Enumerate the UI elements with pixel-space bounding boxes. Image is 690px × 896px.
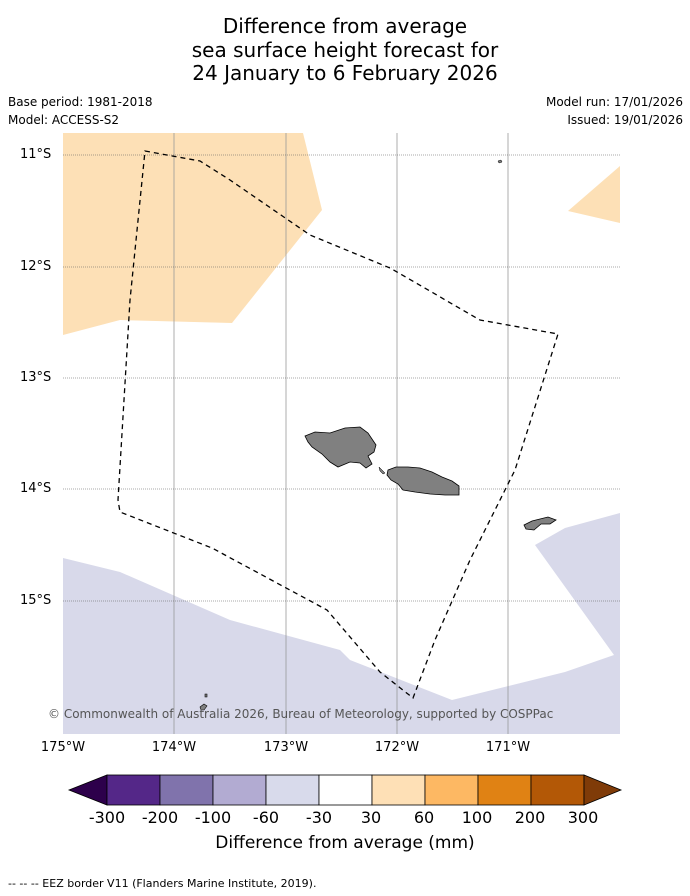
lat-label-13s: 13°S — [20, 370, 52, 385]
lon-label-172w: 172°W — [374, 740, 420, 755]
lat-label-11s: 11°S — [20, 147, 52, 162]
map-area — [63, 133, 620, 734]
latitude-gridlines — [63, 154, 620, 602]
colorbar-tick-label: -100 — [194, 808, 232, 827]
upolu-island — [386, 466, 460, 496]
lon-label-175w: 175°W — [40, 740, 86, 755]
lon-label-173w: 173°W — [263, 740, 309, 755]
south-islet — [199, 693, 208, 711]
eez-border — [117, 150, 559, 700]
colorbar-tick-label: 30 — [360, 808, 382, 827]
tutuila-island — [523, 516, 557, 531]
colorbar-tick-label: -200 — [141, 808, 179, 827]
positive-anomaly-region-northwest — [63, 133, 322, 335]
lat-label-15s: 15°S — [20, 593, 52, 608]
colorbar-title: Difference from average (mm) — [215, 833, 475, 853]
colorbar-tick-label: 300 — [567, 808, 599, 827]
title-line-1: Difference from average — [222, 14, 468, 38]
positive-anomaly-region-northeast — [568, 166, 620, 223]
title-line-2: sea surface height forecast for — [191, 38, 499, 62]
model-run-text: Model run: 17/01/2026 — [545, 95, 683, 109]
manono-islet — [378, 466, 386, 475]
lon-label-171w: 171°W — [485, 740, 531, 755]
base-period-text: Base period: 1981-2018 — [8, 95, 153, 109]
lon-label-174w: 174°W — [151, 740, 197, 755]
colorbar-tick-label: -300 — [88, 808, 126, 827]
title-line-3: 24 January to 6 February 2026 — [192, 61, 498, 85]
lat-label-12s: 12°S — [20, 259, 52, 274]
colorbar-tick-label: 60 — [413, 808, 435, 827]
north-islet — [497, 159, 503, 164]
negative-anomaly-region-south — [63, 513, 620, 734]
copyright-text: © Commonwealth of Australia 2026, Bureau… — [48, 707, 554, 721]
issued-text: Issued: 19/01/2026 — [567, 113, 683, 127]
colorbar-tick-label: 200 — [514, 808, 546, 827]
savaii-island — [304, 426, 377, 469]
eez-legend-text: -- -- -- EEZ border V11 (Flanders Marine… — [8, 877, 317, 890]
colorbar-tick-label: -60 — [252, 808, 280, 827]
model-text: Model: ACCESS-S2 — [8, 113, 120, 127]
colorbar-tick-label: -30 — [305, 808, 333, 827]
longitude-gridlines — [173, 133, 509, 734]
lat-label-14s: 14°S — [20, 481, 52, 496]
colorbar-tick-label: 100 — [461, 808, 493, 827]
